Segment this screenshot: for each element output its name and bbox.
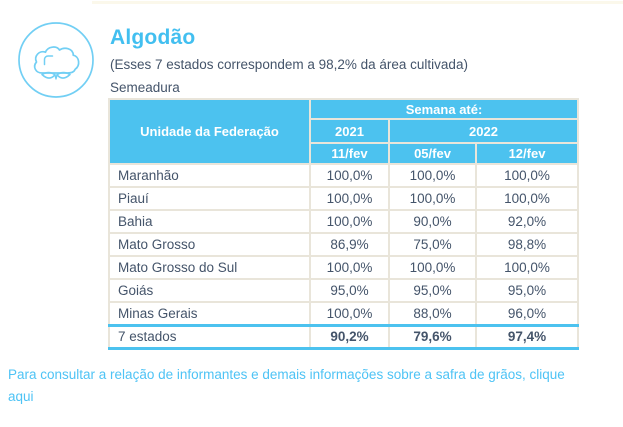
table-row: Mato Grosso do Sul 100,0% 100,0% 100,0% — [108, 255, 580, 280]
date-header-05fev: 05/fev — [388, 142, 477, 165]
table-row: Goiás 95,0% 95,0% 95,0% — [108, 278, 580, 303]
table-row: Maranhão 100,0% 100,0% 100,0% — [108, 163, 580, 188]
value-cell: 92,0% — [474, 209, 580, 234]
footer-text: Para consultar a relação de informantes … — [8, 367, 565, 382]
state-cell: Bahia — [108, 209, 311, 234]
value-cell: 100,0% — [309, 163, 390, 188]
value-cell: 95,0% — [388, 278, 477, 303]
coverage-note: (Esses 7 estados correspondem a 98,2% da… — [110, 57, 468, 72]
year-header-2021: 2021 — [309, 118, 390, 144]
state-cell: Piauí — [108, 186, 311, 211]
value-cell: 75,0% — [388, 232, 477, 257]
header-block: Algodão (Esses 7 estados correspondem a … — [110, 26, 580, 95]
value-cell: 100,0% — [388, 163, 477, 188]
value-cell: 95,0% — [309, 278, 390, 303]
total-label-cell: 7 estados — [108, 323, 311, 350]
value-cell: 88,0% — [388, 301, 477, 326]
value-cell: 100,0% — [309, 209, 390, 234]
value-cell: 100,0% — [474, 163, 580, 188]
header-row-dates: 11/fev 05/fev 12/fev — [109, 142, 580, 165]
value-cell: 90,0% — [388, 209, 477, 234]
footer-link-aqui[interactable]: aqui — [8, 389, 34, 404]
value-cell: 100,0% — [474, 255, 580, 280]
sowing-table: Unidade da Federação Semana até: 2021 20… — [108, 98, 580, 350]
date-header-11fev: 11/fev — [309, 142, 390, 165]
value-cell: 98,8% — [474, 232, 580, 257]
col-header-unidade-federacao: Unidade da Federação — [108, 98, 311, 165]
value-cell: 100,0% — [388, 255, 477, 280]
total-row: 7 estados 90,2% 79,6% 97,4% — [108, 323, 580, 350]
total-value-cell: 79,6% — [388, 323, 477, 350]
state-cell: Minas Gerais — [108, 301, 311, 326]
table-row: Piauí 100,0% 100,0% 100,0% — [108, 186, 580, 211]
value-cell: 95,0% — [474, 278, 580, 303]
value-cell: 100,0% — [388, 186, 477, 211]
total-value-cell: 90,2% — [309, 323, 390, 350]
col-header-semana-ate: Semana até: — [308, 98, 580, 120]
page-title: Algodão — [110, 26, 196, 49]
value-cell: 96,0% — [474, 301, 580, 326]
state-cell: Maranhão — [108, 163, 311, 188]
value-cell: 100,0% — [474, 186, 580, 211]
header-row-group: Unidade da Federação Semana até: — [108, 98, 580, 165]
footer-note: Para consultar a relação de informantes … — [8, 364, 618, 408]
value-cell: 100,0% — [309, 186, 390, 211]
cotton-icon — [16, 20, 96, 100]
value-cell: 100,0% — [309, 301, 390, 326]
table-row: Mato Grosso 86,9% 75,0% 98,8% — [108, 232, 580, 257]
section-label: Semeadura — [110, 80, 180, 95]
table-row: Bahia 100,0% 90,0% 92,0% — [108, 209, 580, 234]
value-cell: 86,9% — [309, 232, 390, 257]
value-cell: 100,0% — [309, 255, 390, 280]
state-cell: Mato Grosso do Sul — [108, 255, 311, 280]
header-row-years: 2021 2022 — [109, 118, 580, 144]
top-divider — [92, 1, 623, 4]
state-cell: Goiás — [108, 278, 311, 303]
year-header-2022: 2022 — [387, 118, 580, 144]
table-row: Minas Gerais 100,0% 88,0% 96,0% — [108, 301, 580, 326]
total-value-cell: 97,4% — [474, 323, 580, 350]
date-header-12fev: 12/fev — [474, 142, 580, 165]
state-cell: Mato Grosso — [108, 232, 311, 257]
